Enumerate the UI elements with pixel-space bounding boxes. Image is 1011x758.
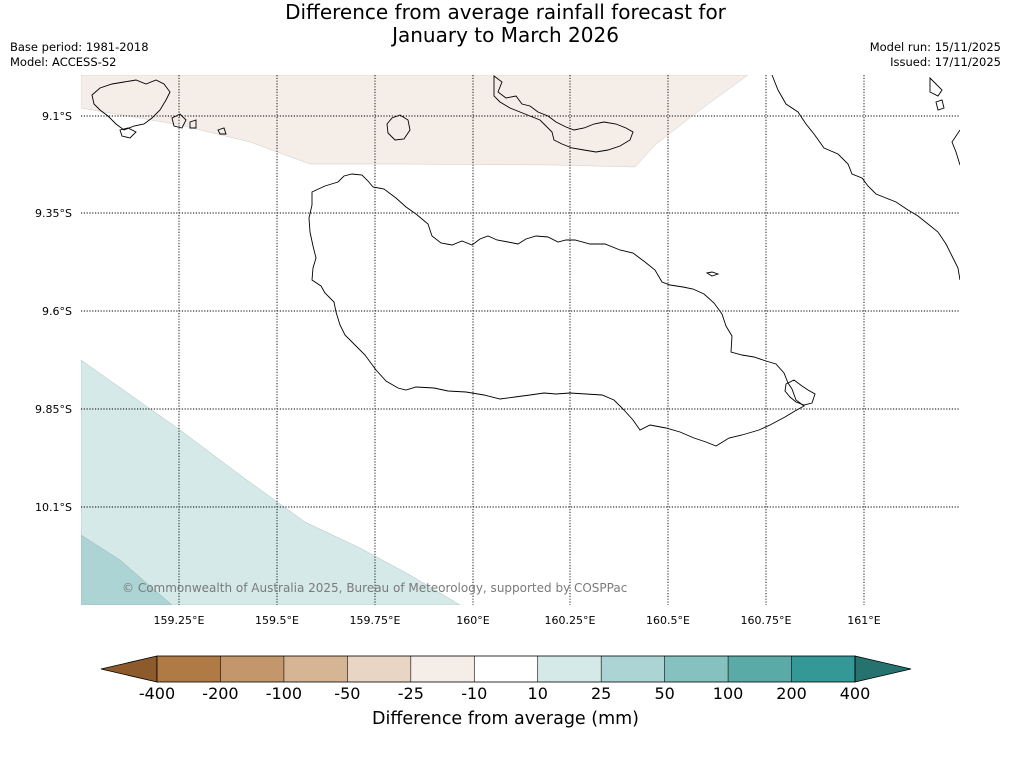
anomaly-band-10-25 [81,359,461,605]
map-title-line-2: January to March 2026 [392,23,619,47]
colorbar-segment [537,656,602,682]
graticule [81,75,960,605]
lon-label: 160.5°E [646,614,690,627]
base-period-text: Base period: 1981-2018 [10,40,149,54]
lat-labels: 9.1°S 9.35°S 9.6°S 9.85°S 10.1°S [35,110,72,514]
colorbar-tick-label: 10 [527,684,548,703]
islet-west-3-coastline [189,119,197,129]
colorbar-segment [664,656,729,682]
florida-islands-coastline [493,75,634,153]
colorbar-tick-label: -100 [265,684,303,703]
lon-label: 160°E [456,614,489,627]
colorbar-tick-label: 100 [712,684,744,703]
colorbar-segment [601,656,665,682]
ngella-north-2-coastline [935,99,945,111]
meta-left: Base period: 1981-2018 Model: ACCESS-S2 [10,40,149,70]
russell-islands-coastline [91,79,171,131]
lon-label: 159.25°E [154,614,205,627]
anomaly-band-minus25-minus10 [81,75,749,168]
guadalcanal-coastline [308,173,805,447]
issued-text: Issued: 17/11/2025 [890,55,1001,69]
colorbar-segment [347,656,411,682]
meta-right: Model run: 15/11/2025 Issued: 17/11/2025 [870,40,1001,70]
ngella-north-coastline [929,76,943,97]
lat-label: 10.1°S [35,501,72,514]
colorbar-tick-label: -25 [397,684,424,703]
lon-label: 159.75°E [350,614,401,627]
colorbar-segment [791,656,855,682]
lon-label: 159.5°E [255,614,299,627]
colorbar [100,655,912,683]
lon-label: 160.25°E [545,614,596,627]
lon-label: 160.75°E [741,614,792,627]
lat-label: 9.1°S [42,110,72,123]
copyright-text: © Commonwealth of Australia 2025, Bureau… [122,581,627,595]
colorbar-tick-label: 25 [590,684,612,703]
model-run-text: Model run: 15/11/2025 [869,40,1001,54]
map-title-line-1: Difference from average rainfall forecas… [285,0,726,24]
lat-label: 9.35°S [35,207,72,220]
colorbar-tick-label: -200 [202,684,239,703]
colorbar-tick-label: 200 [776,684,807,703]
colorbar-segment [474,656,538,682]
lon-labels: 159.25°E 159.5°E 159.75°E 160°E 160.25°E… [154,614,881,627]
anomaly-band-25-50 [81,534,173,605]
colorbar-segment [157,656,221,682]
colorbar-tick-label: -10 [461,684,488,703]
colorbar-tick-label: 50 [654,684,675,703]
islet-small-coastline [705,271,720,277]
lon-label: 161°E [847,614,880,627]
savo-island-coastline [386,114,411,141]
malaita-east-coastline [951,129,960,166]
colorbar-extend-high [854,655,912,683]
colorbar-segment [220,656,284,682]
lat-label: 9.6°S [42,305,72,318]
colorbar-segment [728,656,792,682]
colorbar-outline [156,655,856,683]
coastlines [91,75,960,447]
colorbar-segment [410,656,475,682]
colorbar-tick-label: -400 [138,684,176,703]
colorbar-extend-low [100,655,158,683]
islet-west-4-coastline [217,127,227,135]
malaita-coastline [771,75,960,281]
lat-label: 9.85°S [35,403,72,416]
islet-east-coastline [784,379,816,406]
colorbar-segment [283,656,348,682]
colorbar-tick-label: 400 [839,684,871,703]
anomaly-fill-layer [81,75,749,605]
colorbar-tick-label: -50 [334,684,361,703]
model-text: Model: ACCESS-S2 [10,55,117,69]
colorbar-title: Difference from average (mm) [371,709,640,729]
islet-west-2-coastline [119,127,137,139]
